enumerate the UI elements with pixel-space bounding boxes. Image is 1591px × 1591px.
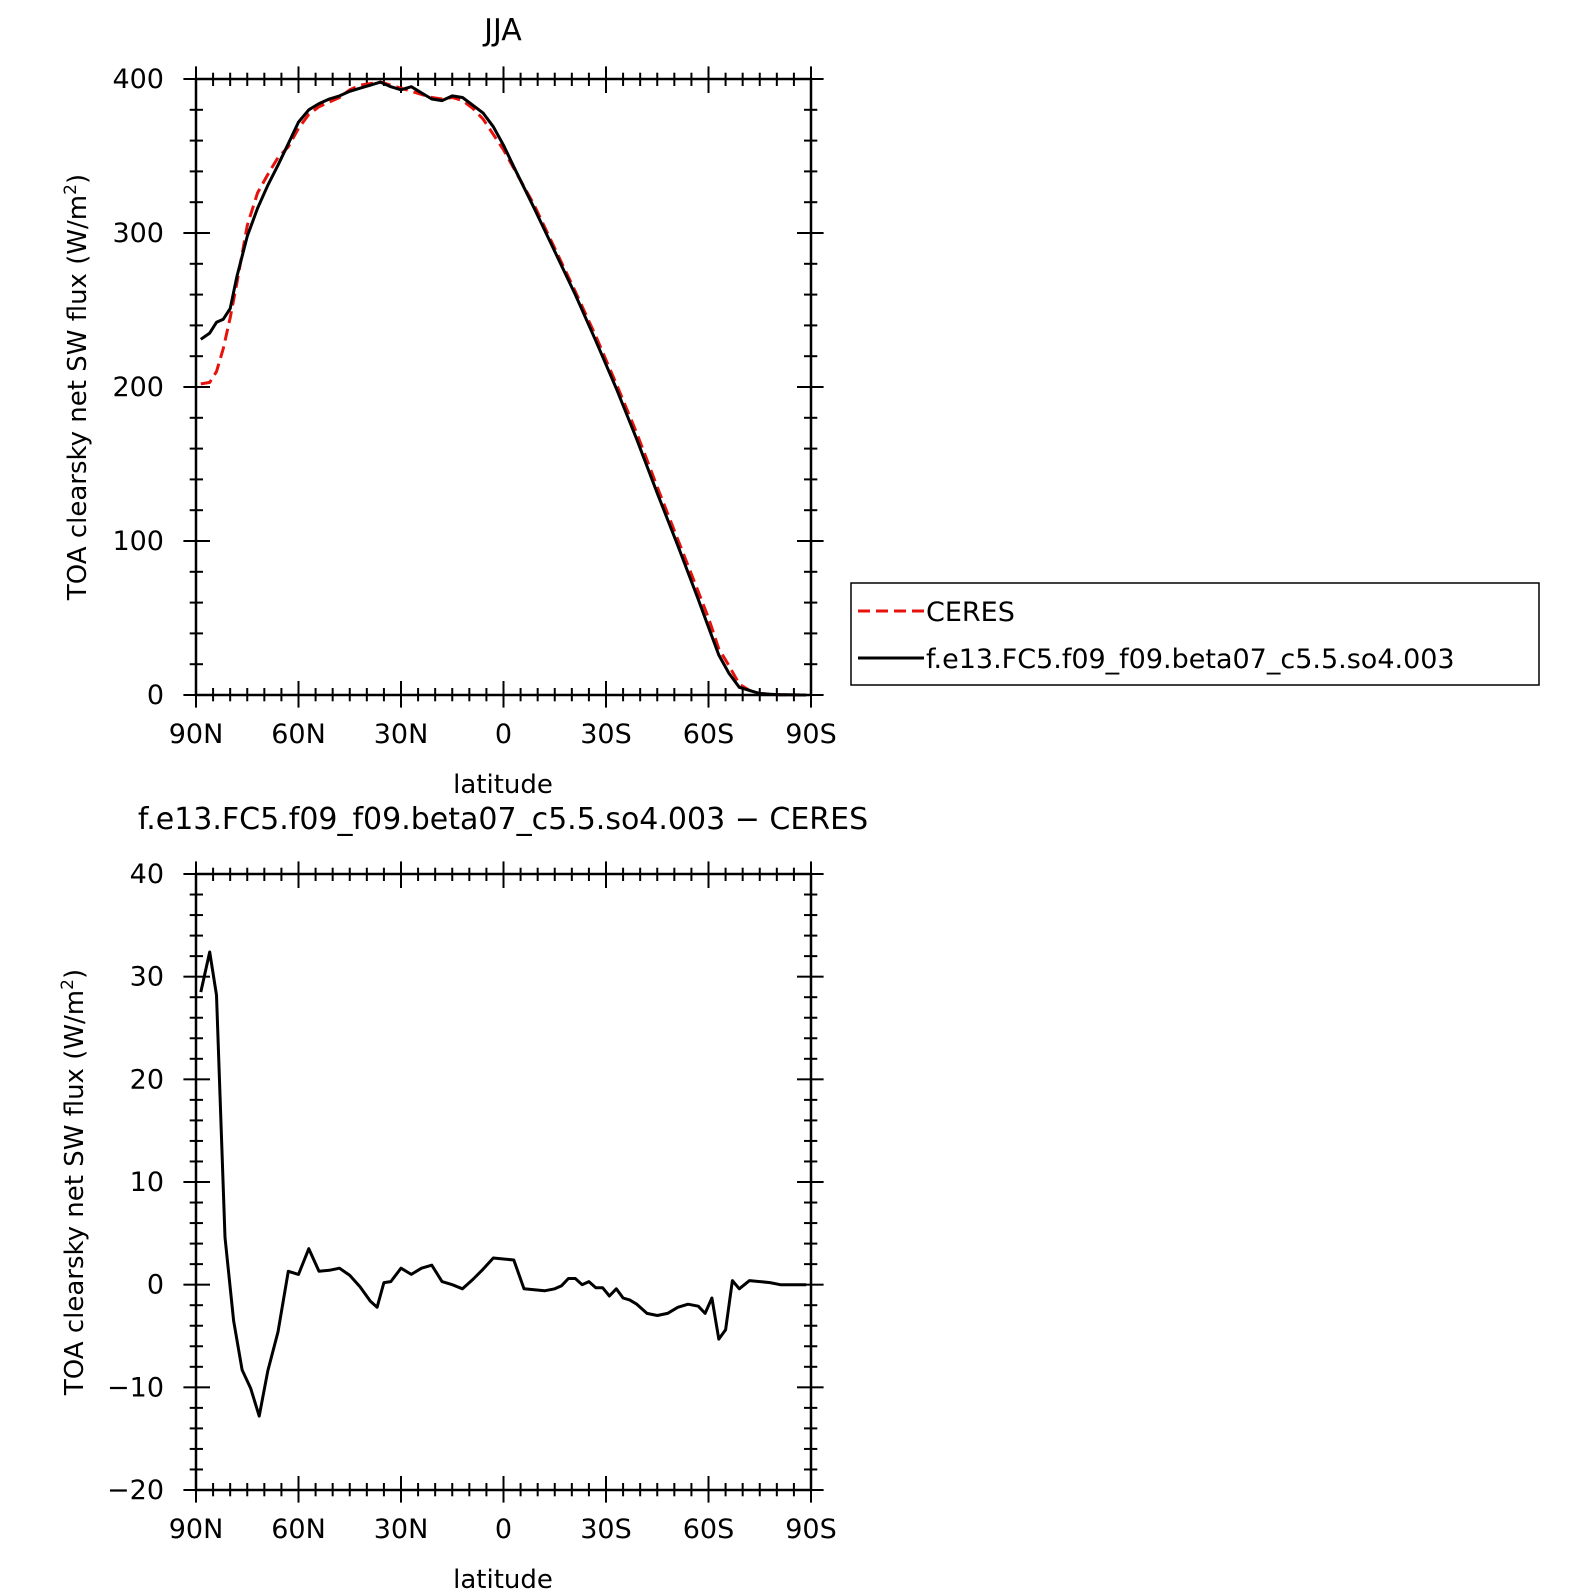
top-y-tick-label: 300	[112, 218, 164, 249]
bottom-x-axis-label: latitude	[453, 1565, 553, 1591]
bottom-x-tick-label: 30S	[580, 1514, 632, 1545]
bottom-x-tick-label: 30N	[374, 1514, 429, 1545]
legend-box	[850, 582, 1540, 686]
bottom-series-layer	[199, 950, 807, 1418]
top-y-tick-label: 400	[112, 64, 164, 95]
top-x-tick-label: 30S	[580, 719, 632, 750]
top-x-tick-label: 0	[495, 719, 512, 750]
bottom-panel-title: f.e13.FC5.f09_f09.beta07_c5.5.so4.003 − …	[138, 802, 868, 837]
bottom-x-tick-label: 60S	[683, 1514, 735, 1545]
top-x-tick-label: 30N	[374, 719, 429, 750]
top-x-axis-label: latitude	[453, 770, 553, 800]
bottom-series-line-0	[199, 950, 807, 1418]
top-panel-title: JJA	[482, 13, 522, 48]
legend-label-model: f.e13.FC5.f09_f09.beta07_c5.5.so4.003	[926, 644, 1455, 675]
legend-label-ceres: CERES	[926, 597, 1015, 628]
bottom-y-axis-label: TOA clearsky net SW flux (W/m2)	[58, 969, 90, 1396]
bottom-y-tick-label: 0	[147, 1270, 164, 1301]
legend: CERES f.e13.FC5.f09_f09.beta07_c5.5.so4.…	[850, 582, 1540, 686]
bottom-y-tick-label: 30	[130, 962, 164, 993]
top-y-tick-label: 200	[112, 372, 164, 403]
bottom-x-tick-label: 90N	[169, 1514, 224, 1545]
bottom-y-tick-label: −10	[107, 1372, 164, 1403]
top-y-tick-label: 0	[147, 680, 164, 711]
bottom-y-tick-label: 10	[130, 1167, 164, 1198]
bottom-x-tick-label: 60N	[271, 1514, 326, 1545]
top-series-line-ceres	[200, 80, 807, 697]
top-y-axis-label: TOA clearsky net SW flux (W/m2)	[61, 174, 93, 601]
top-x-tick-label: 60S	[683, 719, 735, 750]
top-x-tick-label: 90N	[169, 719, 224, 750]
bottom-plot-frame	[194, 872, 813, 1492]
bottom-panel: f.e13.FC5.f09_f09.beta07_c5.5.so4.003 − …	[58, 802, 868, 1591]
top-series-layer	[199, 80, 807, 697]
bottom-y-tick-label: 20	[130, 1064, 164, 1095]
top-x-tick-label: 90S	[785, 719, 837, 750]
top-plot-frame	[194, 77, 813, 697]
top-panel: JJA 90N 60N 30N 0 30S 60S 90S 0 100 200 300 400 lat…	[61, 13, 1540, 800]
top-axes: 90N 60N 30N 0 30S 60S 90S 0 100 200 300 400	[112, 64, 836, 750]
bottom-axes: 90N 60N 30N 0 30S 60S 90S −20 −10 0 10 20 30 40	[107, 859, 837, 1545]
top-y-tick-label: 100	[112, 526, 164, 557]
top-series-line-f-e13-fc5-f09-f09-beta07-c5-5-so4-003	[199, 80, 807, 697]
bottom-x-tick-label: 0	[495, 1514, 512, 1545]
top-x-tick-label: 60N	[271, 719, 326, 750]
bottom-y-tick-label: 40	[130, 859, 164, 890]
bottom-x-tick-label: 90S	[785, 1514, 837, 1545]
bottom-y-tick-label: −20	[107, 1475, 164, 1506]
